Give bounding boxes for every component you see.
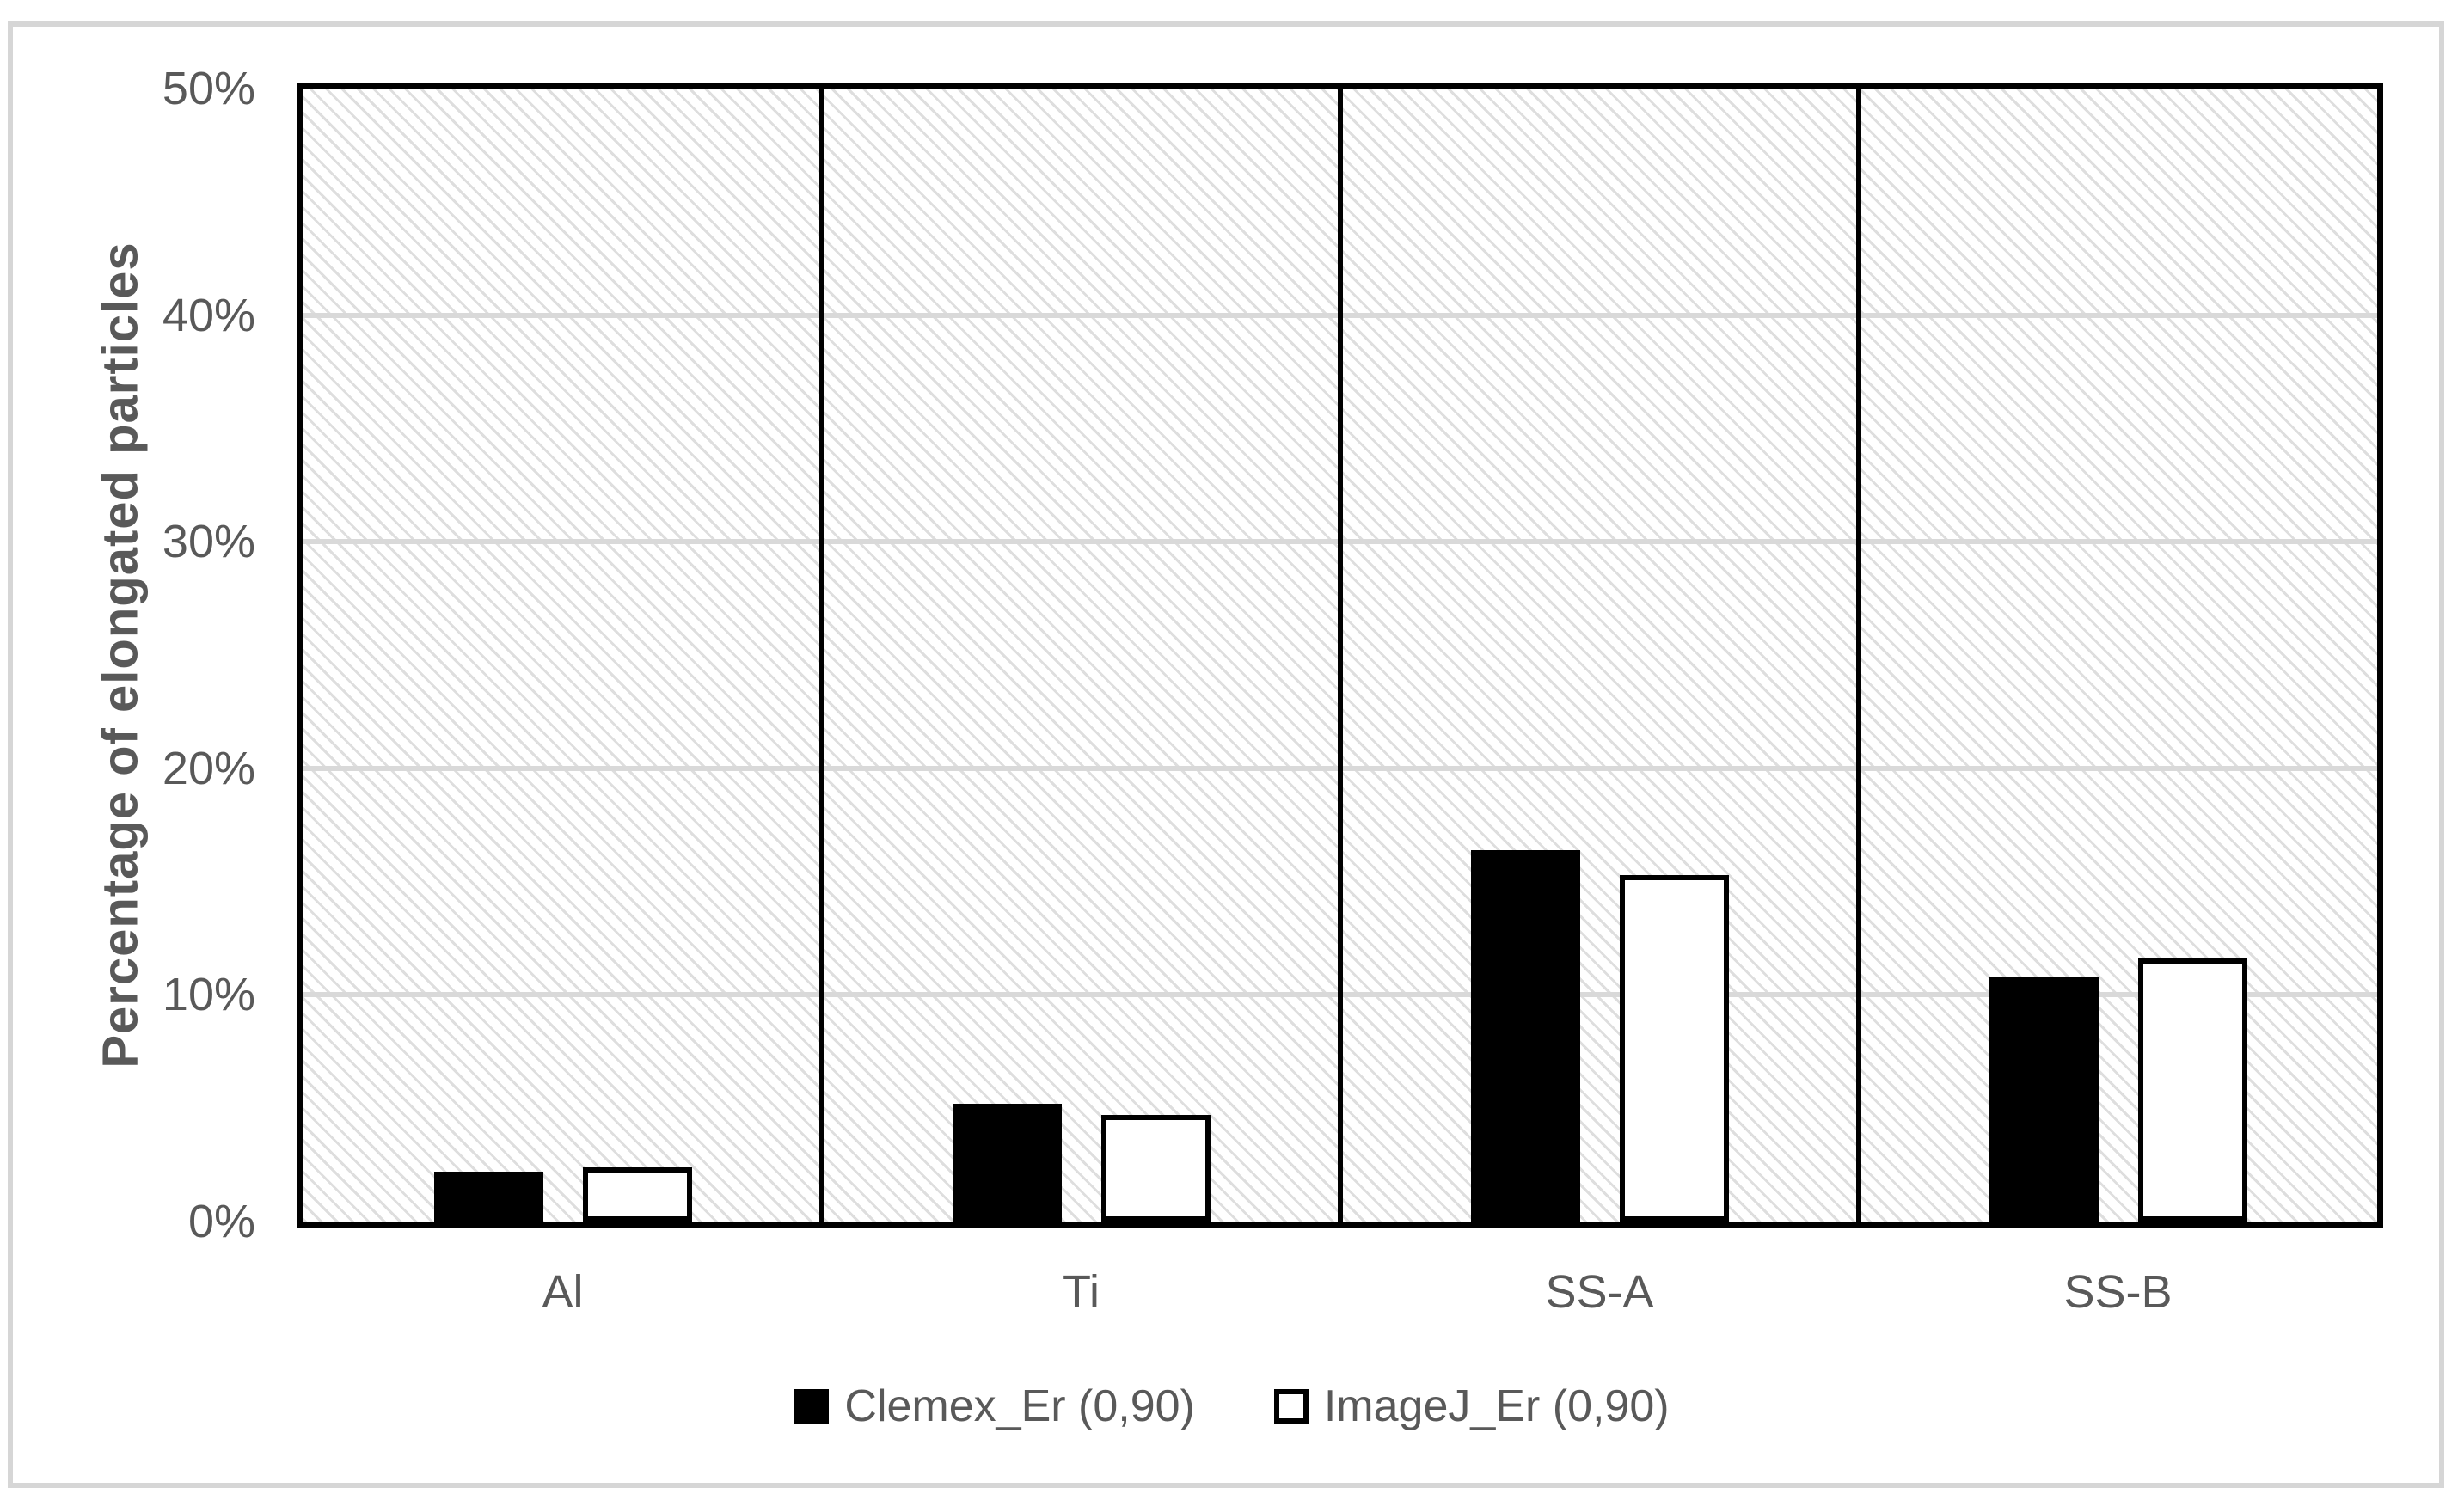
legend-swatch-black (794, 1389, 830, 1424)
bar-white-ss-b (2137, 958, 2247, 1222)
bar-black-ss-b (1989, 977, 2099, 1222)
legend-label: Clemex_Er (0,90) (844, 1381, 1195, 1431)
y-tick-label: 20% (162, 742, 255, 794)
category-separator (1856, 89, 1861, 1222)
x-category-label: Ti (1063, 1266, 1100, 1318)
legend: Clemex_Er (0,90) ImageJ_Er (0,90) (0, 1372, 2464, 1441)
category-separator (1338, 89, 1343, 1222)
bar-white-ti (1100, 1115, 1211, 1222)
bar-white-ss-a (1619, 874, 1729, 1222)
y-tick-label: 10% (162, 969, 255, 1021)
plot-area (297, 83, 2383, 1228)
x-category-label: SS-A (1545, 1266, 1654, 1318)
category-separator (819, 89, 824, 1222)
y-tick-label: 0% (187, 1196, 255, 1247)
bar-black-ss-a (1470, 849, 1580, 1222)
bar-black-ti (952, 1103, 1062, 1222)
legend-item: ImageJ_Er (0,90) (1273, 1381, 1670, 1432)
legend-swatch-white (1273, 1389, 1309, 1424)
legend-label: ImageJ_Er (0,90) (1323, 1381, 1670, 1431)
y-tick-label: 40% (162, 289, 255, 341)
legend-item: Clemex_Er (0,90) (794, 1381, 1195, 1432)
bar-black-al (433, 1172, 543, 1222)
bar-white-al (582, 1166, 692, 1222)
y-axis-title: Percentage of elongated particles (92, 242, 149, 1068)
x-category-label: Al (542, 1266, 584, 1318)
x-category-label: SS-B (2063, 1266, 2173, 1318)
y-tick-label: 30% (162, 516, 255, 568)
y-tick-label: 50% (162, 63, 255, 114)
